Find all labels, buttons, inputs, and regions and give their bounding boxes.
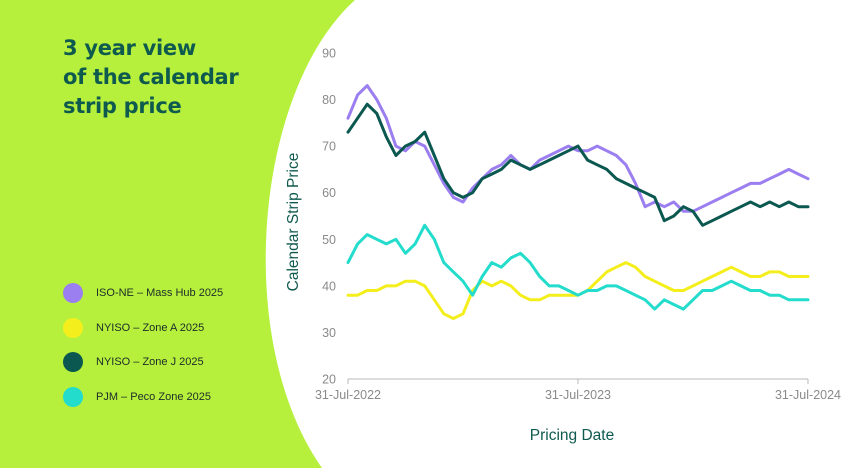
x-tick-label: 31-Jul-2023 — [545, 388, 611, 402]
x-axis-ticks: 31-Jul-2022 31-Jul-2023 31-Jul-2024 — [315, 379, 841, 402]
legend-swatch — [63, 352, 83, 373]
x-tick-label: 31-Jul-2024 — [775, 388, 841, 402]
legend-swatch — [63, 386, 83, 407]
x-axis-title: Pricing Date — [530, 427, 614, 444]
y-tick-label: 30 — [322, 326, 336, 340]
series-line-iso-ne-mass-hub-2025 — [346, 84, 810, 213]
y-axis-title: Calendar Strip Price — [285, 153, 302, 292]
y-tick-label: 50 — [322, 233, 336, 247]
title-line: 3 year view — [63, 36, 196, 60]
legend: ISO-NE – Mass Hub 2025 NYISO – Zone A 20… — [63, 276, 223, 414]
y-tick-label: 20 — [322, 373, 336, 387]
y-axis-ticks: 20 30 40 50 60 70 80 90 — [322, 47, 336, 387]
legend-item-iso-ne-mass-hub: ISO-NE – Mass Hub 2025 — [63, 276, 223, 311]
page-title: 3 year view of the calendar strip price — [63, 34, 293, 121]
white-panel — [265, 0, 865, 468]
legend-item-pjm-peco-zone: PJM – Peco Zone 2025 — [63, 380, 223, 415]
title-line: of the calendar — [63, 65, 239, 89]
legend-swatch — [63, 283, 83, 304]
legend-item-nyiso-zone-j: NYISO – Zone J 2025 — [63, 345, 223, 380]
series-lines — [346, 84, 810, 320]
legend-label: NYISO – Zone J 2025 — [96, 356, 204, 369]
legend-swatch — [63, 317, 83, 338]
title-line: strip price — [63, 94, 182, 118]
series-line-pjm-peco-zone-2025 — [346, 223, 810, 311]
series-line-nyiso-zone-j-2025 — [346, 102, 810, 227]
y-tick-label: 90 — [322, 47, 336, 61]
x-tick-label: 31-Jul-2022 — [315, 388, 381, 402]
legend-label: PJM – Peco Zone 2025 — [96, 390, 211, 403]
legend-label: NYISO – Zone A 2025 — [96, 321, 205, 334]
y-tick-label: 80 — [322, 93, 336, 107]
y-tick-label: 60 — [322, 186, 336, 200]
y-tick-label: 70 — [322, 140, 336, 154]
legend-label: ISO-NE – Mass Hub 2025 — [96, 287, 224, 300]
legend-item-nyiso-zone-a: NYISO – Zone A 2025 — [63, 311, 223, 346]
y-tick-label: 40 — [322, 279, 336, 293]
